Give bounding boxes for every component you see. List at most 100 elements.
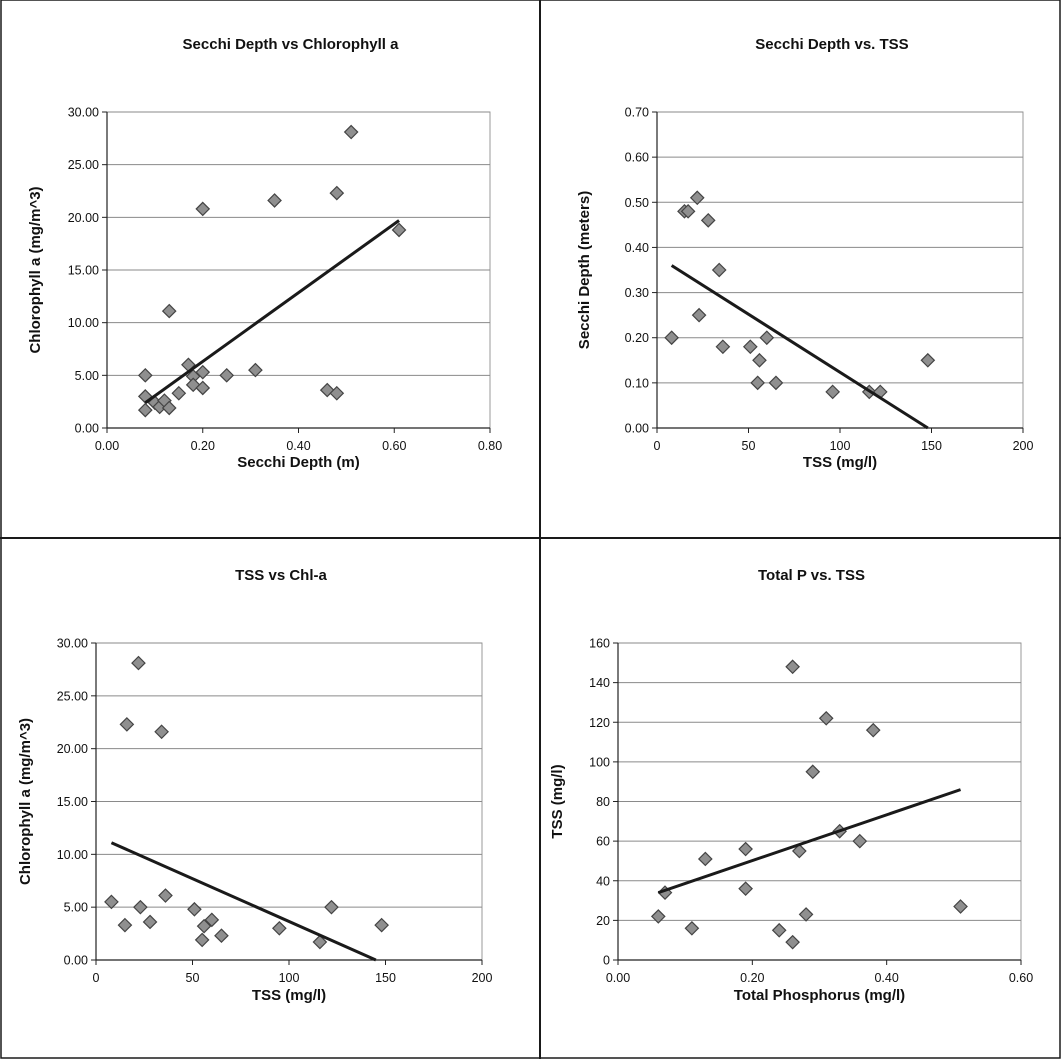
data-point <box>771 922 787 938</box>
y-tick-label: 100 <box>589 755 610 769</box>
data-point <box>267 193 282 208</box>
y-tick-label: 15.00 <box>57 795 88 809</box>
x-tick-label: 50 <box>742 439 756 453</box>
y-tick-label: 10.00 <box>68 316 99 330</box>
y-tick-label: 60 <box>596 835 610 849</box>
data-point <box>137 402 153 418</box>
data-point <box>133 899 148 915</box>
data-point <box>680 203 696 219</box>
chart-secchi-vs-tss: Secchi Depth vs. TSS 0.00 0.10 0.20 0.30 0.40… <box>540 0 1061 543</box>
data-point <box>219 367 235 383</box>
chart-title: Secchi Depth vs. TSS <box>755 36 908 53</box>
data-point <box>689 190 705 206</box>
y-tick-label: 0.00 <box>75 422 99 436</box>
y-tick-label: 80 <box>596 795 610 809</box>
x-tick-label: 0.00 <box>95 439 119 453</box>
data-point <box>865 722 881 738</box>
x-tick-label: 50 <box>186 971 200 985</box>
data-point <box>697 851 713 867</box>
y-axis-label: Secchi Depth (meters) <box>576 191 593 349</box>
data-point <box>711 262 727 278</box>
chart-secchi-vs-chlorophyll: Secchi Depth vs Chlorophyll a 0.00 5.00 10.… <box>0 0 540 543</box>
y-tick-label: 30.00 <box>57 637 88 651</box>
chart-svg: Secchi Depth vs. TSS 0.00 0.10 0.20 0.30 0.40… <box>576 36 1034 471</box>
y-tick-label: 160 <box>589 637 610 651</box>
data-point <box>204 912 220 928</box>
chart-title: TSS vs Chl-a <box>235 567 327 584</box>
x-tick-label: 0.00 <box>606 971 630 985</box>
x-tick-label: 200 <box>1013 439 1034 453</box>
data-point <box>785 934 800 950</box>
data-point <box>104 894 119 910</box>
y-tick-label: 0.70 <box>625 106 649 120</box>
data-point <box>742 339 758 355</box>
data-point <box>343 124 359 140</box>
x-tick-label: 100 <box>830 439 851 453</box>
y-tick-label: 0.60 <box>625 151 649 165</box>
data-point <box>195 380 211 396</box>
y-tick-label: 0.00 <box>625 422 649 436</box>
data-point <box>953 899 968 914</box>
data-point <box>119 717 135 732</box>
data-point <box>785 659 800 675</box>
y-tick-label: 30.00 <box>68 106 99 120</box>
data-point <box>805 764 821 780</box>
y-tick-label: 15.00 <box>68 264 99 278</box>
data-point <box>920 352 936 368</box>
y-tick-label: 120 <box>589 716 610 730</box>
data-point <box>196 918 212 934</box>
data-point <box>798 907 814 922</box>
x-tick-label: 0 <box>93 971 100 985</box>
data-point <box>752 352 767 368</box>
chart-totalp-vs-tss: Total P vs. TSS 0 20 40 60 80 100 120 140 160 0.00… <box>540 538 1061 1064</box>
y-axis-label: TSS (mg/l) <box>549 764 566 838</box>
chart-title: Secchi Depth vs Chlorophyll a <box>183 36 400 53</box>
data-point <box>329 385 345 401</box>
data-point <box>684 920 700 936</box>
x-tick-label: 0.40 <box>286 439 310 453</box>
data-point <box>768 375 784 391</box>
y-tick-label: 20.00 <box>68 211 99 225</box>
data-point <box>391 222 407 238</box>
x-tick-label: 0.20 <box>191 439 215 453</box>
y-tick-label: 0.40 <box>625 241 649 255</box>
y-tick-label: 25.00 <box>68 158 99 172</box>
data-point <box>248 362 263 378</box>
y-tick-label: 5.00 <box>75 369 99 383</box>
data-point <box>137 367 153 383</box>
x-axis-label: TSS (mg/l) <box>252 987 326 1004</box>
data-point <box>272 920 287 936</box>
x-axis-label: Secchi Depth (m) <box>237 454 360 471</box>
x-tick-label: 0 <box>654 439 661 453</box>
data-point <box>154 724 169 740</box>
data-point <box>171 385 187 401</box>
chart-svg: Total P vs. TSS 0 20 40 60 80 100 120 140 160 0.00… <box>549 567 1033 1004</box>
trendline <box>657 788 962 895</box>
y-tick-label: 0.00 <box>64 954 88 968</box>
x-tick-label: 150 <box>375 971 396 985</box>
data-point <box>700 212 716 228</box>
x-tick-label: 100 <box>279 971 300 985</box>
y-axis-label: Chlorophyll a (mg/m^3) <box>27 186 44 353</box>
x-tick-label: 0.40 <box>874 971 898 985</box>
data-point <box>818 710 834 726</box>
x-axis-label: Total Phosphorus (mg/l) <box>734 987 905 1004</box>
data-point <box>738 881 753 897</box>
y-tick-label: 0.50 <box>625 196 649 210</box>
y-tick-label: 140 <box>589 676 610 690</box>
data-point <box>750 375 765 391</box>
y-tick-label: 20.00 <box>57 742 88 756</box>
x-tick-label: 0.60 <box>1009 971 1033 985</box>
data-point <box>691 307 707 323</box>
trendline <box>144 219 400 404</box>
data-point <box>374 917 389 933</box>
data-point <box>329 185 345 201</box>
chart-tss-vs-chla: TSS vs Chl-a 0.00 5.00 10.00 15.00 20.00 25.00… <box>0 538 540 1064</box>
data-point <box>161 303 177 319</box>
x-tick-label: 0.80 <box>478 439 502 453</box>
data-point <box>759 330 775 346</box>
y-tick-label: 0.20 <box>625 331 649 345</box>
y-tick-label: 0.30 <box>625 286 649 300</box>
data-point <box>117 917 133 933</box>
